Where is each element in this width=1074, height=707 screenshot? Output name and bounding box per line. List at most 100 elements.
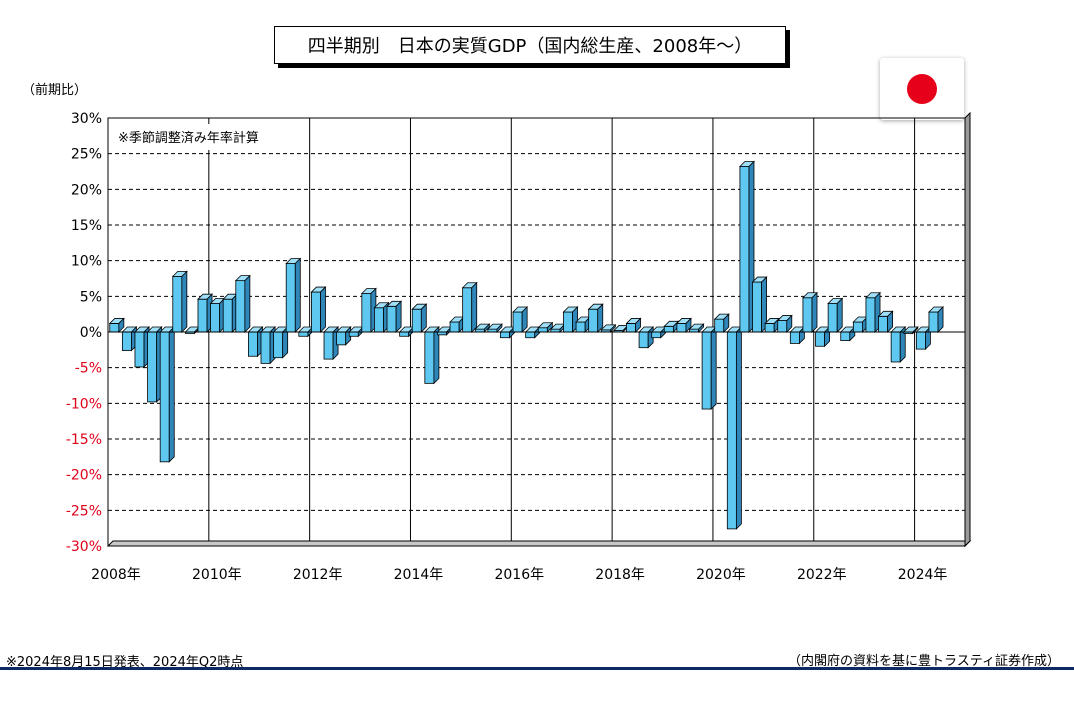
x-tick-label: 2018年 — [595, 567, 645, 583]
bar-2020Q2 — [726, 326, 743, 530]
bar-front — [449, 321, 460, 333]
bar-front — [764, 323, 775, 333]
x-tick-label: 2012年 — [293, 567, 343, 583]
plot-border — [107, 117, 966, 547]
flag-red-circle — [907, 74, 937, 104]
chart-floor — [106, 540, 972, 547]
bar-2013Q3 — [386, 300, 403, 333]
bar-front — [399, 331, 410, 337]
bar-2010Q1 — [209, 297, 226, 333]
bar-front — [273, 331, 284, 359]
bar-2016Q4 — [549, 323, 566, 333]
bar-2022Q2 — [827, 297, 844, 333]
bar-side — [320, 286, 326, 333]
bar-2015Q2 — [474, 323, 491, 333]
bar-front — [802, 297, 813, 333]
y-tick-label: -10% — [66, 396, 102, 412]
bar-2018Q2 — [625, 317, 642, 333]
bar-2010Q3 — [234, 274, 251, 333]
bar-front — [172, 275, 183, 333]
bar-front — [663, 325, 674, 333]
bar-2021Q2 — [776, 314, 793, 333]
bar-side — [635, 317, 641, 333]
y-tick-label: 30% — [71, 111, 102, 127]
bar-front — [361, 293, 372, 333]
bar-side — [395, 300, 402, 333]
bar-front — [890, 331, 901, 363]
bar-side — [836, 297, 843, 333]
bar-2010Q2 — [222, 293, 239, 333]
bar-2016Q1 — [512, 306, 529, 333]
japan-flag-icon — [880, 58, 964, 120]
bar-side — [685, 317, 692, 333]
x-tick-label: 2020年 — [696, 567, 746, 583]
bar-front — [512, 311, 523, 333]
bar-side — [496, 323, 503, 333]
bar-2014Q4 — [449, 316, 466, 333]
bar-front — [588, 308, 599, 333]
footnote-source-date: ※2024年8月15日発表、2024年Q2時点 — [6, 655, 244, 670]
bar-2021Q1 — [764, 317, 781, 333]
bar-front — [411, 308, 422, 333]
bar-side — [698, 323, 704, 333]
bar-2017Q1 — [562, 306, 579, 333]
gdp-bar-chart: 30% 25% 20% 15% 10% 5% 0% -5% -10% -15% -20% -25% -3… — [66, 111, 972, 583]
bar-2019Q1 — [663, 320, 680, 333]
bar-2017Q2 — [575, 316, 592, 333]
bar-2008Q4 — [146, 326, 163, 403]
y-tick-label: 10% — [71, 254, 102, 270]
bar-side — [294, 257, 301, 333]
bar-2013Q2 — [373, 301, 390, 333]
x-tick-label: 2014年 — [394, 567, 444, 583]
bar-side — [899, 326, 906, 363]
bar-2014Q2 — [423, 326, 440, 385]
bar-2024Q1 — [915, 326, 932, 351]
bar-front — [311, 291, 321, 333]
bar-side — [521, 306, 528, 333]
bar-2015Q1 — [461, 281, 478, 333]
bar-front — [222, 298, 233, 333]
bar-side — [118, 317, 125, 333]
bar-2011Q3 — [285, 257, 302, 333]
bar-2024Q2 — [927, 306, 944, 333]
bar-front — [928, 311, 939, 333]
bar-front — [676, 323, 687, 333]
bar-front — [739, 166, 750, 333]
bar-2010Q4 — [247, 326, 264, 358]
bar-side — [723, 313, 730, 333]
plot-frame — [106, 111, 972, 548]
bar-side — [471, 281, 478, 333]
bar-2014Q3 — [436, 326, 453, 336]
bar-front — [878, 315, 889, 333]
bar-2015Q3 — [486, 323, 503, 333]
y-tick-label: -25% — [66, 503, 102, 519]
bar-front — [777, 320, 788, 333]
bar-front — [815, 331, 826, 347]
bar-front — [701, 331, 712, 410]
bar-2019Q4 — [701, 326, 718, 411]
bar-front — [147, 331, 158, 403]
bar-front — [386, 305, 397, 333]
bar-front — [852, 321, 863, 333]
y-tick-label: -20% — [66, 468, 102, 484]
bar-front — [210, 303, 221, 333]
x-tick-label: 2016年 — [494, 567, 544, 583]
bar-2023Q2 — [877, 310, 894, 333]
bar-side — [181, 270, 188, 333]
bar-side — [433, 326, 440, 385]
y-tick-label: -30% — [66, 539, 102, 555]
bar-front — [247, 331, 258, 357]
bar-2022Q4 — [852, 316, 869, 333]
bar-side — [710, 326, 717, 411]
bar-front — [500, 331, 510, 339]
y-tick-label: 5% — [80, 289, 102, 305]
y-tick-label: 0% — [80, 325, 102, 341]
bar-2017Q3 — [587, 303, 604, 333]
bar-front — [134, 331, 145, 368]
bar-2017Q4 — [600, 323, 617, 333]
bar-side — [811, 291, 818, 333]
bar-2023Q1 — [864, 291, 881, 333]
y-axis-unit-label: （前期比） — [22, 83, 88, 98]
bar-front — [298, 331, 309, 337]
bar-front — [424, 331, 435, 384]
